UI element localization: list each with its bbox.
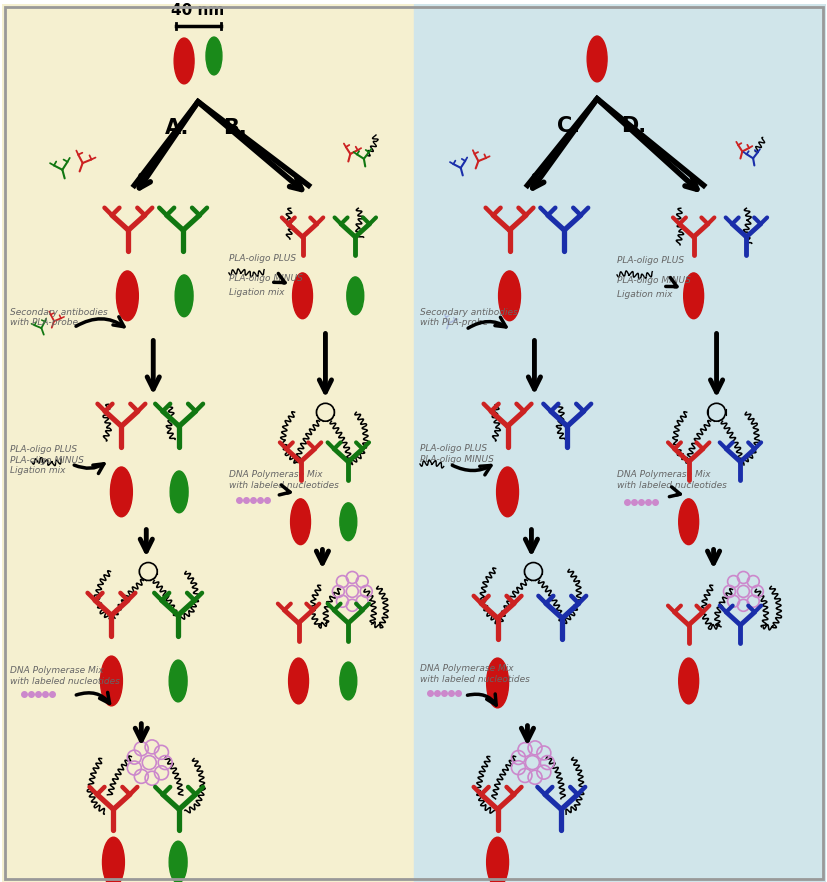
Ellipse shape	[100, 656, 122, 706]
Ellipse shape	[206, 37, 222, 75]
Text: Ligation mix: Ligation mix	[228, 288, 284, 297]
Ellipse shape	[174, 38, 194, 84]
Text: C.: C.	[557, 116, 580, 136]
Ellipse shape	[678, 658, 698, 704]
Ellipse shape	[339, 503, 356, 541]
Text: DNA Polymerase Mix
with labeled nucleotides: DNA Polymerase Mix with labeled nucleoti…	[10, 666, 120, 685]
Text: B.: B.	[222, 117, 246, 138]
Ellipse shape	[169, 660, 187, 702]
Text: Secondary antibodies
with PLA-probe: Secondary antibodies with PLA-probe	[419, 308, 517, 327]
Ellipse shape	[103, 837, 124, 882]
Bar	[2, 4, 414, 882]
Ellipse shape	[347, 277, 363, 315]
Ellipse shape	[169, 841, 187, 882]
Ellipse shape	[292, 273, 312, 318]
Ellipse shape	[486, 658, 508, 708]
Text: PLA-oligo MINUS: PLA-oligo MINUS	[616, 276, 690, 285]
Text: DNA Polymerase Mix
with labeled nucleotides: DNA Polymerase Mix with labeled nucleoti…	[616, 470, 726, 490]
Ellipse shape	[289, 658, 308, 704]
Text: 40 nm: 40 nm	[171, 4, 224, 19]
Ellipse shape	[496, 467, 518, 517]
Ellipse shape	[486, 837, 508, 882]
Ellipse shape	[170, 471, 188, 512]
Text: PLA-oligo PLUS
PLA-oligo MINUS
Ligation mix: PLA-oligo PLUS PLA-oligo MINUS Ligation …	[10, 445, 84, 475]
Text: PLA-oligo MINUS: PLA-oligo MINUS	[228, 274, 303, 283]
Ellipse shape	[678, 499, 698, 544]
Ellipse shape	[117, 271, 138, 321]
Text: Ligation mix: Ligation mix	[616, 290, 672, 299]
Text: Secondary antibodies
with PLA-probe: Secondary antibodies with PLA-probe	[10, 308, 108, 327]
Text: DNA Polymerase Mix
with labeled nucleotides: DNA Polymerase Mix with labeled nucleoti…	[419, 664, 529, 684]
Ellipse shape	[290, 499, 310, 544]
Text: PLA-oligo PLUS: PLA-oligo PLUS	[228, 254, 296, 263]
Text: DNA Polymerase Mix
with labeled nucleotides: DNA Polymerase Mix with labeled nucleoti…	[228, 470, 338, 490]
Ellipse shape	[498, 271, 520, 321]
Ellipse shape	[586, 36, 606, 82]
Bar	[414, 4, 825, 882]
Text: D.: D.	[620, 116, 645, 136]
Ellipse shape	[110, 467, 132, 517]
Text: A.: A.	[165, 117, 189, 138]
Text: PLA-oligo PLUS
PLA-oligo MINUS: PLA-oligo PLUS PLA-oligo MINUS	[419, 445, 493, 464]
Text: PLA-oligo PLUS: PLA-oligo PLUS	[616, 256, 683, 265]
Ellipse shape	[175, 275, 193, 317]
Ellipse shape	[339, 662, 356, 700]
Ellipse shape	[683, 273, 703, 318]
